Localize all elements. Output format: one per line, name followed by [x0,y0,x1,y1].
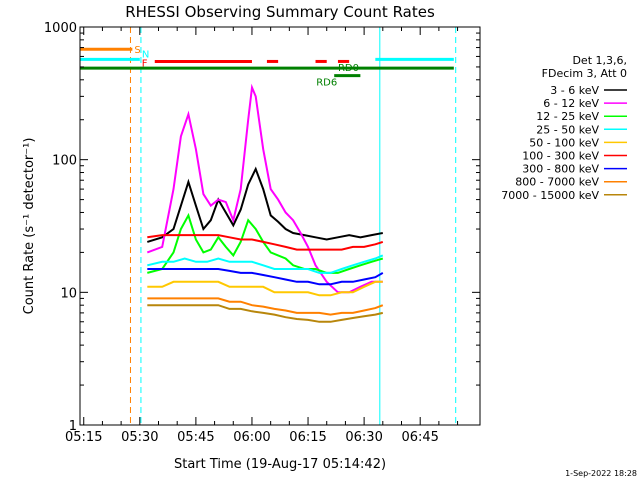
legend-header: FDecim 3, Att 0 [542,67,627,80]
legend-entry-label: 12 - 25 keV [536,110,599,123]
flag-label-f: F [142,58,148,69]
x-tick-label: 05:30 [121,430,158,445]
plot-frame [79,26,481,426]
flag-label-s: S [134,45,140,56]
series-line-1 [147,166,383,243]
series-line-6 [147,234,384,251]
legend-entry-label: 6 - 12 keV [543,97,599,110]
x-tick-label: 06:00 [233,430,270,445]
legend-entry-label: 100 - 300 keV [522,150,599,163]
series-line-8 [147,297,384,316]
x-axis-label: Start Time (19-Aug-17 05:14:42) [174,457,386,472]
legend-entry-label: 800 - 7000 keV [515,176,599,189]
y-tick-label: 1000 [44,21,77,36]
x-tick-label: 06:30 [345,430,382,445]
flag-label-rd6: RD6 [316,78,337,89]
legend-entry-label: 50 - 100 keV [529,136,599,149]
legend-entry-label: 300 - 800 keV [522,163,599,176]
x-axis-ticks: 05:15 05:30 05:45 06:00 06:15 06:30 06:45 [65,27,459,445]
legend-header: Det 1,3,6, [572,54,627,67]
footer-date: 1-Sep-2022 18:28 [565,469,637,478]
y-tick-label: 1 [69,419,77,434]
legend-entry-label: 3 - 6 keV [550,84,599,97]
series-line-9 [147,304,384,323]
y-tick-label: 100 [52,154,77,169]
chart-title: RHESSI Observing Summary Count Rates [125,3,435,21]
legend-entry-label: 7000 - 15000 keV [501,189,599,202]
legend-entry-label: 25 - 50 keV [536,123,599,136]
y-axis-label: Count Rate (s⁻¹ detector⁻¹) [22,138,37,315]
x-tick-label: 06:15 [289,430,326,445]
flag-label-rd0: RD0 [338,63,359,74]
y-tick-label: 10 [60,286,77,301]
series-line-7 [147,268,384,286]
x-tick-label: 06:45 [401,430,438,445]
series-line-2 [146,83,383,294]
y-axis-ticks: 1 10 100 1000 [44,21,480,434]
series-line-3 [147,212,384,274]
flag-label-n: N [142,49,149,60]
x-tick-label: 05:15 [65,430,102,445]
x-tick-label: 05:45 [177,430,214,445]
series-line-4 [147,254,384,274]
series-line-5 [147,280,383,297]
